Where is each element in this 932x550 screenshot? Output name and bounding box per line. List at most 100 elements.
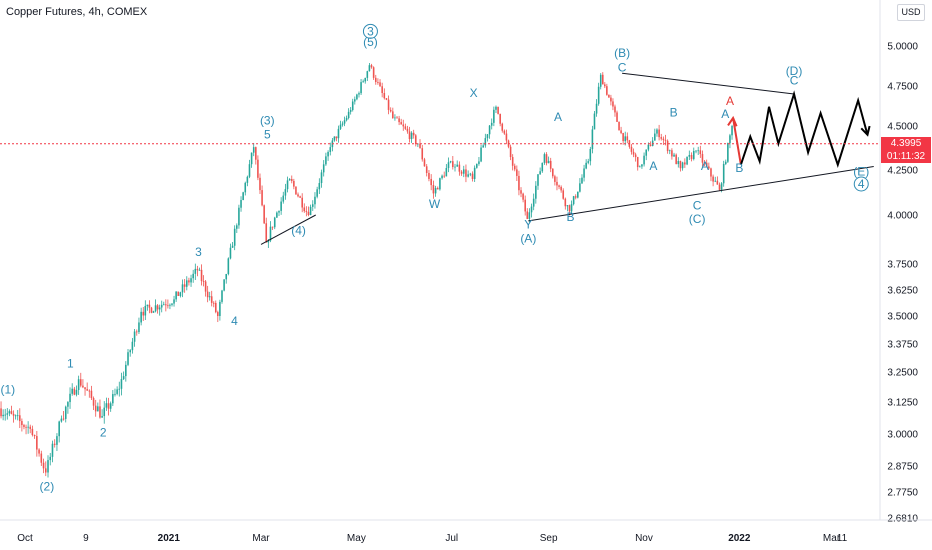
candle-body xyxy=(127,352,129,365)
projection-arrowhead-alt xyxy=(727,115,738,127)
candle-body xyxy=(469,173,472,175)
candle-body xyxy=(624,136,627,142)
x-tick-label: Oct xyxy=(17,533,33,544)
candle-body xyxy=(51,443,54,457)
candle-body xyxy=(303,207,306,212)
candle-body xyxy=(389,109,392,112)
candle-body xyxy=(374,77,377,83)
candle-body xyxy=(92,398,95,406)
candle-body xyxy=(379,82,381,87)
candle-body xyxy=(194,268,197,274)
y-tick-label: 3.2500 xyxy=(887,368,918,379)
candle-body xyxy=(447,162,450,169)
candle-body xyxy=(383,93,386,99)
candle-body xyxy=(318,183,321,190)
y-tick-label: 2.6810 xyxy=(887,514,918,525)
candle-body xyxy=(190,278,192,283)
wave-label: 2 xyxy=(100,426,107,440)
candle-body xyxy=(482,145,484,148)
x-tick-label: Sep xyxy=(540,533,558,544)
candle-body xyxy=(31,428,34,435)
candle-body xyxy=(339,124,342,129)
candle-body xyxy=(82,385,84,388)
candle-body xyxy=(204,281,207,292)
candle-body xyxy=(387,99,390,110)
wave-label: A xyxy=(726,94,734,108)
candle-body xyxy=(158,307,161,310)
candle-body xyxy=(94,405,97,412)
candle-body xyxy=(471,173,474,179)
candle-body xyxy=(49,456,52,461)
candle-body xyxy=(581,177,583,184)
candle-body xyxy=(73,388,76,395)
candle-body xyxy=(476,163,478,168)
candle-body xyxy=(632,151,635,155)
wave-label: 3 xyxy=(367,24,374,38)
wave-label: Y xyxy=(524,218,532,232)
candle-body xyxy=(668,150,671,152)
candle-body xyxy=(703,162,706,164)
candle-body xyxy=(513,165,516,170)
wave-label: C xyxy=(618,61,627,75)
candle-body xyxy=(585,162,587,169)
candle-body xyxy=(452,161,454,168)
candle-body xyxy=(181,284,184,293)
wave-label: (D) xyxy=(786,64,803,78)
candle-body xyxy=(473,167,476,179)
candle-body xyxy=(412,132,415,136)
candle-body xyxy=(192,273,194,279)
wave-label: (4) xyxy=(291,224,306,238)
candle-body xyxy=(246,176,249,183)
candle-body xyxy=(341,123,344,125)
candle-body xyxy=(501,123,504,131)
candle-body xyxy=(505,133,508,141)
candle-body xyxy=(520,190,522,194)
candle-body xyxy=(233,228,236,246)
candle-body xyxy=(630,146,633,152)
candle-body xyxy=(620,130,622,134)
wave-label: (1) xyxy=(0,383,15,397)
candle-body xyxy=(252,147,255,153)
candle-body xyxy=(75,389,78,395)
candle-body xyxy=(131,341,134,351)
y-tick-label: 3.7500 xyxy=(887,260,918,271)
candle-body xyxy=(449,161,452,163)
candle-body xyxy=(198,269,201,271)
candle-body xyxy=(612,101,614,107)
candle-body xyxy=(107,403,110,409)
wave-label: A xyxy=(701,159,709,173)
candle-body xyxy=(125,364,127,377)
wave-label-circle xyxy=(362,23,378,39)
candle-body xyxy=(720,183,723,190)
candle-body xyxy=(486,134,489,139)
candle-body xyxy=(327,151,329,157)
x-tick-label: May xyxy=(347,533,366,544)
candle-body xyxy=(309,206,312,215)
candle-body xyxy=(686,156,688,165)
candle-body xyxy=(526,211,529,219)
candle-body xyxy=(142,311,145,316)
currency-button[interactable]: USD xyxy=(897,4,925,21)
wave-label: 3 xyxy=(195,245,202,259)
candle-body xyxy=(53,443,56,445)
candle-body xyxy=(140,311,142,323)
candle-body xyxy=(568,205,571,212)
candle-body xyxy=(421,148,424,160)
candle-body xyxy=(360,82,362,94)
candle-body xyxy=(29,426,32,429)
candle-body xyxy=(641,164,643,167)
wave-label: (B) xyxy=(614,46,630,60)
candle-body xyxy=(135,331,138,333)
y-tick-label: 4.0000 xyxy=(887,211,918,222)
candle-body xyxy=(248,164,251,177)
candle-body xyxy=(358,93,360,95)
candle-body xyxy=(530,206,533,213)
candle-body xyxy=(490,122,493,126)
price-axis[interactable]: 5.5.00004.75004.50004.25004.00003.75003.… xyxy=(879,0,918,525)
wave-label: (C) xyxy=(689,212,706,226)
candle-body xyxy=(583,168,585,178)
candle-body xyxy=(269,226,272,241)
candle-body xyxy=(229,247,232,259)
